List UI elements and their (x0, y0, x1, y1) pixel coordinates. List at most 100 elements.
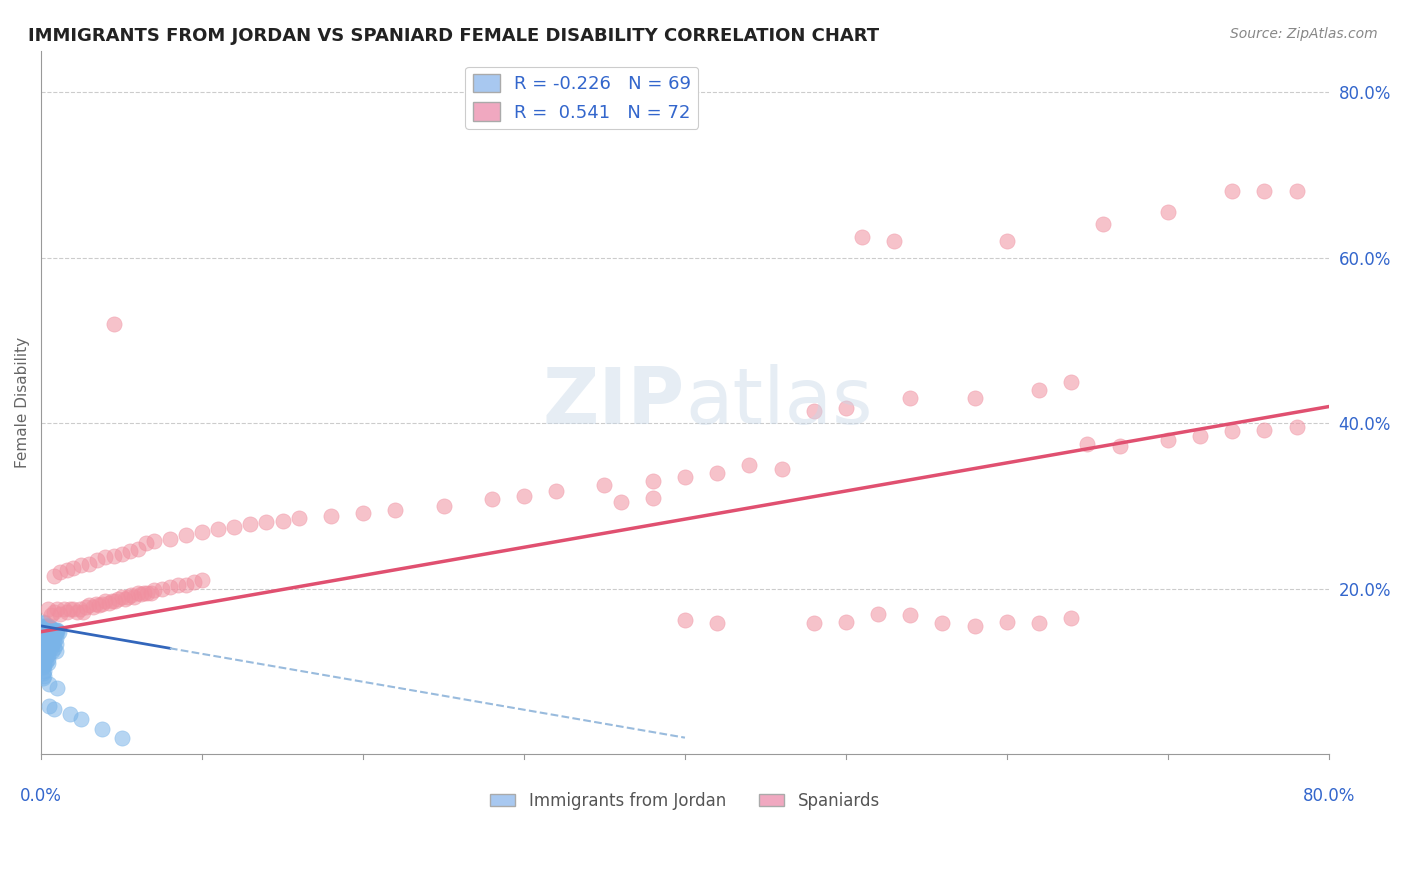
Point (136, 586, 159, 600)
Point (835, 615, 858, 629)
Point (45, 637, 67, 651)
Point (35, 641, 58, 656)
Point (56, 564, 79, 578)
Point (37, 602, 59, 616)
Point (384, 503, 406, 517)
Point (87, 599, 110, 613)
Point (94, 594, 117, 608)
Point (110, 547, 132, 561)
Point (124, 590, 146, 604)
Point (39, 641, 62, 656)
Point (42, 641, 65, 656)
Point (37, 619, 59, 633)
Point (94, 550, 117, 565)
Point (641, 474, 664, 488)
Point (31, 666, 53, 681)
Point (103, 549, 125, 563)
Point (39, 608, 62, 623)
Point (1253, 423, 1275, 437)
Point (35, 649, 58, 664)
Point (120, 588, 142, 602)
Point (1157, 433, 1180, 447)
Point (239, 517, 262, 532)
Point (673, 470, 696, 484)
Point (45, 644, 67, 658)
Point (37, 652, 59, 666)
Point (256, 516, 278, 530)
Point (86, 552, 108, 566)
Point (513, 489, 536, 503)
Point (117, 590, 139, 604)
Point (34, 640, 56, 654)
Point (31, 655, 53, 669)
Point (49, 607, 72, 621)
Point (883, 234, 905, 248)
Point (34, 648, 56, 662)
Point (1157, 205, 1180, 219)
Point (851, 230, 873, 244)
Point (159, 580, 181, 594)
Point (352, 506, 374, 520)
Point (91, 597, 114, 611)
Point (118, 544, 141, 558)
Point (287, 511, 309, 525)
Point (42, 630, 65, 644)
Point (1060, 375, 1083, 389)
Point (79, 557, 101, 571)
Point (34, 632, 56, 647)
Point (42, 605, 65, 619)
Point (31, 671, 53, 685)
Point (62, 602, 84, 616)
Text: ZIP: ZIP (543, 365, 685, 441)
Point (38, 635, 60, 649)
Point (1108, 439, 1130, 453)
Point (134, 586, 156, 600)
Point (97, 596, 120, 610)
Point (35, 655, 58, 669)
Point (35, 621, 58, 635)
Point (898, 608, 921, 623)
Point (868, 607, 890, 621)
Point (38, 699, 60, 714)
Point (641, 491, 664, 505)
Point (129, 587, 152, 601)
Point (673, 613, 696, 627)
Point (1060, 610, 1083, 624)
Point (38, 621, 60, 635)
Point (135, 536, 157, 550)
Point (174, 528, 197, 542)
Point (42, 701, 65, 715)
Point (271, 514, 294, 528)
Point (593, 478, 616, 492)
Point (803, 616, 825, 631)
Point (41, 623, 63, 637)
Point (79, 599, 101, 613)
Point (31, 649, 53, 664)
Point (127, 541, 149, 556)
Point (46, 681, 69, 695)
Point (150, 582, 173, 596)
Point (38, 619, 60, 633)
Point (183, 575, 205, 590)
Point (191, 525, 214, 540)
Point (42, 624, 65, 639)
Point (41, 637, 63, 651)
Point (101, 594, 124, 608)
Point (49, 565, 72, 579)
Point (706, 466, 728, 480)
Text: IMMIGRANTS FROM JORDAN VS SPANIARD FEMALE DISABILITY CORRELATION CHART: IMMIGRANTS FROM JORDAN VS SPANIARD FEMAL… (28, 27, 879, 45)
Point (127, 586, 149, 600)
Point (34, 652, 56, 666)
Point (59, 602, 82, 616)
Point (38, 630, 60, 644)
Point (1028, 383, 1050, 397)
Point (142, 583, 165, 598)
Point (39, 630, 62, 644)
Point (432, 499, 454, 513)
Point (110, 731, 132, 745)
Point (37, 656, 59, 670)
Point (1285, 185, 1308, 199)
Point (34, 615, 56, 629)
Point (45, 624, 67, 639)
Point (1092, 218, 1115, 232)
